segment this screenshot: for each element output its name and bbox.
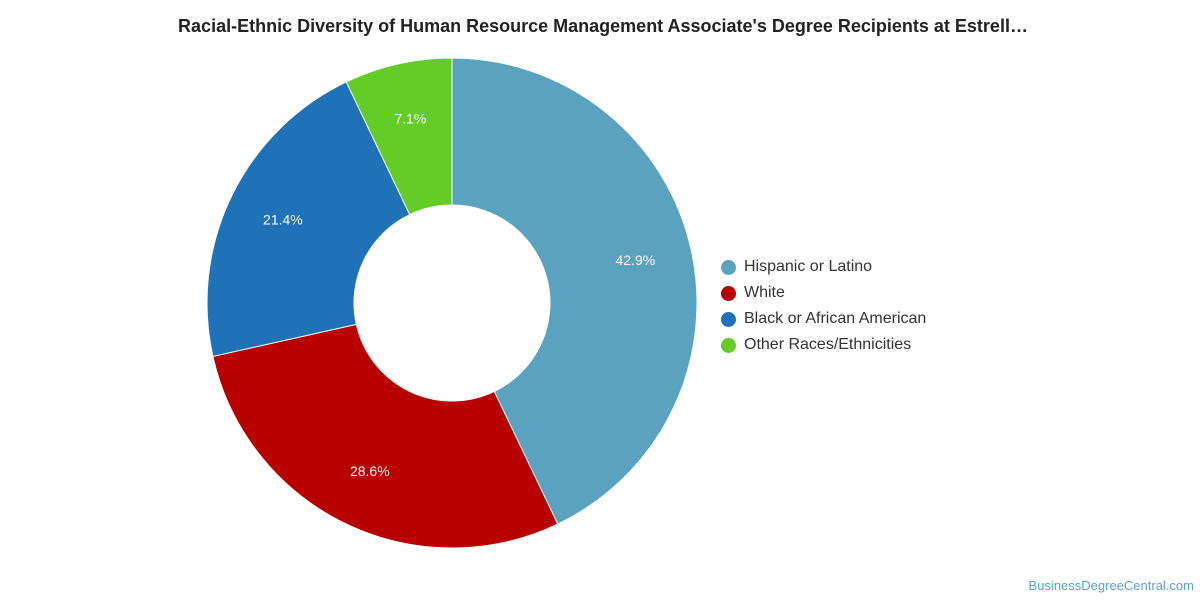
legend-label: Other Races/Ethnicities (744, 336, 912, 353)
slice-label-other-races-ethnicities: 7.1% (394, 110, 426, 126)
legend-item-black-or-african-american[interactable]: Black or African American (721, 306, 926, 332)
slice-black-or-african-american[interactable] (206, 81, 411, 358)
legend-label: White (744, 284, 785, 301)
donut-slices (206, 57, 698, 549)
watermark[interactable]: BusinessDegreeCentral.com (1028, 578, 1194, 593)
legend-swatch (721, 259, 736, 275)
chart-legend: Hispanic or Latino White Black or African … (721, 254, 926, 358)
legend-swatch (721, 285, 736, 301)
slice-label-white: 28.6% (350, 463, 390, 479)
legend-item-hispanic-or-latino[interactable]: Hispanic or Latino (721, 254, 926, 280)
chart-title: Racial-Ethnic Diversity of Human Resourc… (178, 16, 1028, 36)
legend-item-white[interactable]: White (721, 280, 926, 306)
legend-swatch (721, 337, 736, 353)
legend-label: Black or African American (744, 310, 927, 327)
slice-labels: 42.9% 28.6% 21.4% 7.1% (263, 110, 655, 478)
slice-label-hispanic-or-latino: 42.9% (615, 252, 655, 268)
legend-item-other-races-ethnicities[interactable]: Other Races/Ethnicities (721, 332, 926, 358)
slice-white[interactable] (212, 323, 559, 549)
slice-hispanic-or-latino[interactable] (451, 57, 698, 525)
slice-label-black-or-african-american: 21.4% (263, 212, 303, 228)
legend-label: Hispanic or Latino (744, 258, 873, 275)
legend-swatch (721, 311, 736, 327)
slice-other-races-ethnicities[interactable] (345, 57, 453, 216)
